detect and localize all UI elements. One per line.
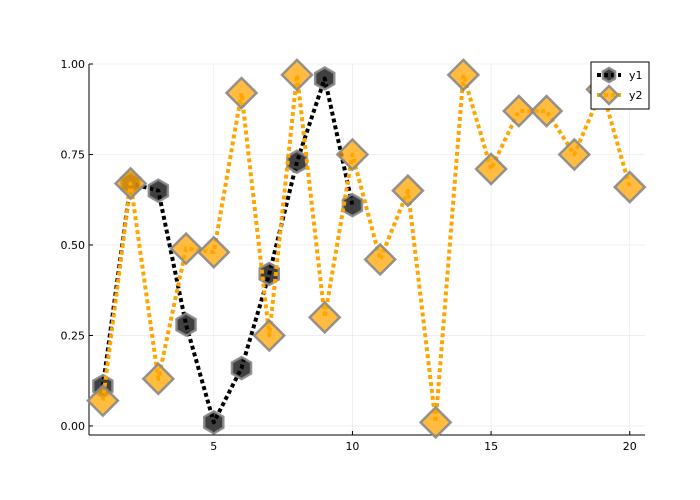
x-tick-label: 15 [484, 440, 498, 453]
data-point-y2 [474, 152, 508, 186]
data-point-y2 [502, 94, 536, 128]
data-point-y1 [230, 355, 253, 381]
y-tick-label: 0.75 [61, 148, 86, 161]
series-line-y1 [100, 76, 355, 425]
data-point-y2 [197, 235, 231, 269]
legend-item-y1: y1 [597, 66, 643, 84]
legend-item-y2: y2 [597, 84, 643, 106]
plot-area [86, 58, 647, 440]
legend-box [590, 61, 650, 110]
data-point-y2 [557, 137, 592, 172]
series-y2 [86, 58, 647, 440]
data-point-y1 [175, 312, 197, 338]
data-point-y2 [418, 405, 453, 440]
data-point-y2 [307, 300, 342, 335]
data-point-y2 [224, 76, 259, 110]
data-point-y2 [612, 170, 647, 204]
legend-label: y2 [629, 89, 643, 102]
data-point-y2 [446, 58, 481, 92]
x-tick-label: 5 [210, 440, 217, 453]
data-point-y2 [86, 383, 120, 418]
y-tick-label: 0.50 [61, 239, 86, 252]
y-axis-ticks: 0.00 0.25 0.50 0.75 1.00 [61, 58, 93, 433]
data-point-y1 [203, 409, 225, 435]
data-point-y1 [313, 66, 336, 91]
data-point-y2 [113, 166, 148, 201]
data-point-y2 [529, 94, 564, 128]
data-point-y1 [147, 178, 170, 204]
y-tick-label: 0.25 [61, 329, 86, 342]
axes [88, 64, 645, 436]
legend-marker [601, 66, 617, 84]
y-tick-label: 0.00 [61, 420, 86, 433]
data-point-y2 [280, 58, 314, 92]
legend: y1 y2 [590, 61, 650, 110]
x-tick-label: 10 [345, 440, 359, 453]
legend-marker [598, 84, 620, 106]
y-tick-label: 1.00 [61, 58, 86, 71]
data-point-y2 [252, 318, 287, 353]
legend-label: y1 [629, 69, 643, 82]
x-axis-ticks: 5 10 15 20 [210, 431, 637, 453]
data-point-y1 [341, 192, 364, 218]
x-tick-label: 20 [623, 440, 637, 453]
data-point-y2 [391, 173, 425, 208]
data-point-y2 [335, 137, 370, 172]
data-point-y2 [141, 362, 176, 396]
data-point-y2 [169, 231, 203, 266]
data-point-y2 [363, 242, 397, 277]
